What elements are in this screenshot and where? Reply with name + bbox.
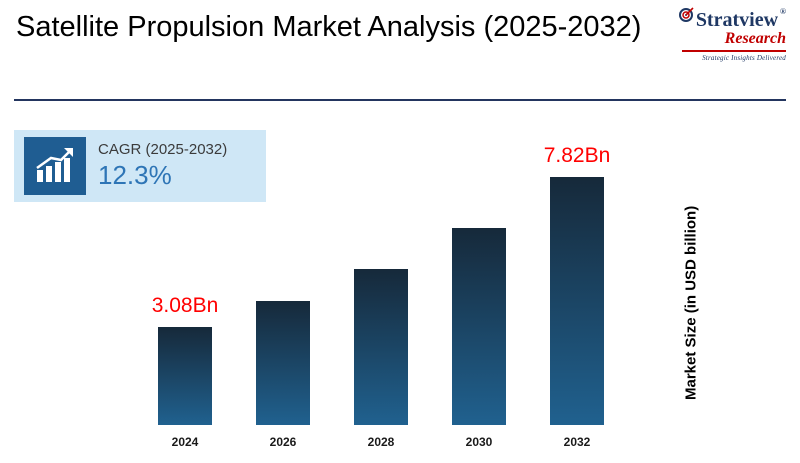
cagr-text: CAGR (2025-2032) 12.3% <box>98 141 227 191</box>
logo: Stratview ® Research Strategic Insights … <box>666 7 786 63</box>
bar <box>550 177 604 425</box>
logo-tagline: Strategic Insights Delivered <box>702 54 786 63</box>
bar <box>158 327 212 425</box>
cagr-value: 12.3% <box>98 160 172 190</box>
x-axis-tick-label: 2030 <box>465 435 493 449</box>
bar <box>256 301 310 425</box>
registered-mark: ® <box>780 7 786 16</box>
bar-value-label: 7.82Bn <box>543 144 611 167</box>
title-underline <box>14 99 786 101</box>
page-title: Satellite Propulsion Market Analysis (20… <box>16 11 642 43</box>
target-arrow-icon <box>678 6 694 26</box>
x-axis-tick-label: 2024 <box>171 435 199 449</box>
logo-subname: Research <box>724 30 786 47</box>
y-axis-label: Market Size (in USD billion) <box>682 205 700 400</box>
logo-name-row: Stratview ® <box>666 7 786 31</box>
cagr-callout: CAGR (2025-2032) 12.3% <box>14 130 266 202</box>
x-axis-tick-label: 2032 <box>563 435 591 449</box>
bar-column: 2028 <box>332 111 430 451</box>
bar-chart-growth-icon <box>24 137 86 195</box>
x-axis-tick-label: 2028 <box>367 435 395 449</box>
bar-column: 2026 <box>234 111 332 451</box>
bar-chart: 3.08Bn 2024 2026 2028 2030 7.82Bn 2032 <box>136 111 626 451</box>
bar <box>354 269 408 425</box>
bar-column: 3.08Bn 2024 <box>136 111 234 451</box>
cagr-label: CAGR (2025-2032) <box>98 141 228 158</box>
bar <box>452 228 506 425</box>
bar-column: 2030 <box>430 111 528 451</box>
bar-column: 7.82Bn 2032 <box>528 111 626 451</box>
logo-name: Stratview <box>695 9 779 31</box>
logo-divider <box>682 50 786 53</box>
x-axis-tick-label: 2026 <box>269 435 297 449</box>
bar-value-label: 3.08Bn <box>151 294 219 317</box>
